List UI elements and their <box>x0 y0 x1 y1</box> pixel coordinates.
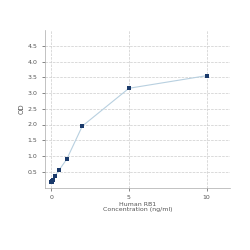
Point <box>127 86 131 90</box>
Point <box>51 178 55 182</box>
Point <box>80 124 84 128</box>
Point <box>50 179 54 183</box>
Point <box>53 174 57 178</box>
Point <box>57 168 61 172</box>
Y-axis label: OD: OD <box>19 104 25 114</box>
Point <box>205 74 209 78</box>
Point <box>65 157 69 161</box>
Point <box>49 180 53 184</box>
Point <box>50 180 54 184</box>
X-axis label: Human RB1
Concentration (ng/ml): Human RB1 Concentration (ng/ml) <box>103 202 172 212</box>
